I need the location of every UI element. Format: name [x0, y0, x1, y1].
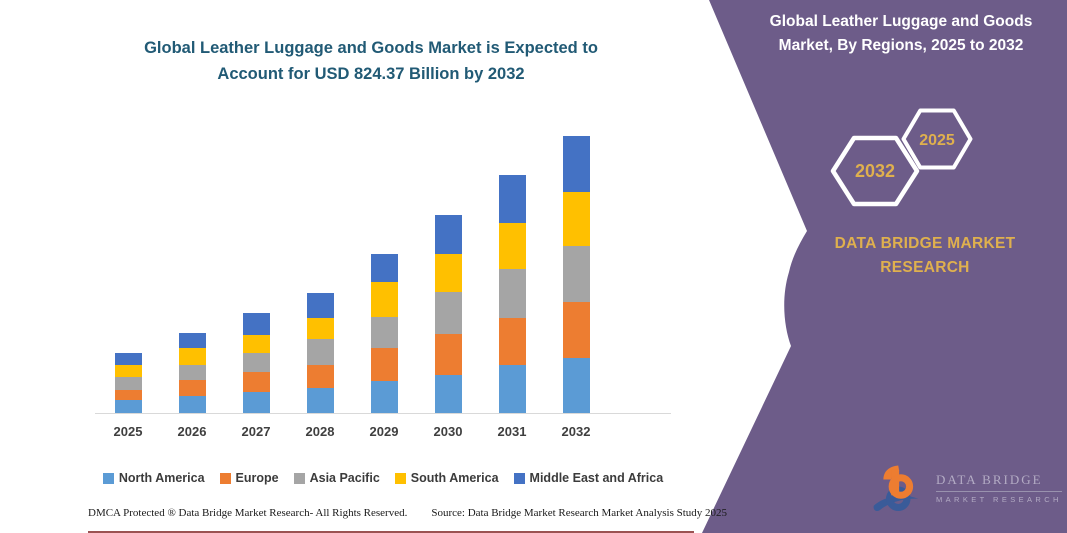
hexagon-2025 [901, 108, 973, 170]
x-axis-label-2026: 2026 [177, 424, 207, 439]
segment-south-america[interactable] [178, 347, 206, 366]
legend-item-south-america[interactable]: South America [394, 471, 499, 485]
segment-south-america[interactable] [114, 365, 142, 377]
segment-north-america[interactable] [242, 391, 270, 413]
segment-north-america[interactable] [498, 365, 526, 413]
legend-label: North America [118, 471, 205, 485]
x-axis-label-2025: 2025 [113, 424, 143, 439]
legend-label: Europe [235, 471, 279, 485]
legend-item-middle-east-and-africa[interactable]: Middle East and Africa [513, 471, 664, 485]
legend-item-asia-pacific[interactable]: Asia Pacific [293, 471, 380, 485]
segment-asia-pacific[interactable] [114, 376, 142, 391]
segment-europe[interactable] [370, 347, 398, 382]
stacked-bar-2028[interactable] [306, 293, 334, 413]
hexagon-badges: 2032 2025 [830, 108, 973, 207]
legend-marker [102, 472, 114, 484]
segment-middle-east-and-africa[interactable] [178, 333, 206, 348]
segment-middle-east-and-africa[interactable] [434, 214, 462, 255]
segment-asia-pacific[interactable] [498, 269, 526, 318]
segment-europe[interactable] [242, 372, 270, 392]
logo-wordmark: DATA BRIDGE [936, 472, 1062, 492]
stacked-bar-2025[interactable] [114, 352, 142, 413]
footer-dmca-text: DMCA Protected ® Data Bridge Market Rese… [88, 507, 408, 519]
legend-marker [394, 472, 406, 484]
footer: DMCA Protected ® Data Bridge Market Rese… [88, 507, 727, 519]
segment-middle-east-and-africa[interactable] [242, 312, 270, 336]
segment-south-america[interactable] [306, 318, 334, 340]
segment-middle-east-and-africa[interactable] [306, 293, 334, 319]
segment-europe[interactable] [434, 333, 462, 375]
segment-asia-pacific[interactable] [562, 246, 590, 302]
stacked-bar-2029[interactable] [370, 254, 398, 413]
chart-legend: North America Europe Asia Pacific South Ame… [75, 471, 691, 485]
footer-source-text: Source: Data Bridge Market Research Mark… [431, 507, 728, 519]
hexagon-2025-label: 2025 [919, 132, 955, 149]
segment-middle-east-and-africa[interactable] [562, 136, 590, 192]
segment-north-america[interactable] [306, 388, 334, 413]
segment-europe[interactable] [178, 380, 206, 396]
segment-asia-pacific[interactable] [306, 339, 334, 365]
dbmr-logo-icon [873, 465, 919, 512]
segment-asia-pacific[interactable] [434, 292, 462, 334]
stacked-bar-2031[interactable] [498, 175, 526, 413]
segment-asia-pacific[interactable] [370, 317, 398, 348]
segment-middle-east-and-africa[interactable] [114, 352, 142, 366]
purple-wedge-shape [702, 0, 1067, 533]
segment-middle-east-and-africa[interactable] [498, 175, 526, 223]
segment-north-america[interactable] [434, 374, 462, 413]
plot-area [95, 128, 671, 414]
x-axis-label-2030: 2030 [433, 424, 463, 439]
segment-south-america[interactable] [498, 222, 526, 270]
x-axis: 2025 2026 2027 2028 2029 2030 2031 2032 [95, 424, 671, 442]
logo-orange-bowl [888, 474, 914, 499]
x-axis-label-2029: 2029 [369, 424, 399, 439]
segment-asia-pacific[interactable] [242, 353, 270, 373]
bottom-red-divider [88, 531, 694, 533]
segment-north-america[interactable] [114, 400, 142, 413]
hexagon-2032-label: 2032 [855, 161, 895, 181]
brand-text: DATA BRIDGE MARKET RESEARCH [834, 235, 1016, 277]
stacked-bar-2030[interactable] [434, 214, 462, 413]
x-axis-label-2028: 2028 [305, 424, 335, 439]
segment-south-america[interactable] [370, 281, 398, 318]
x-axis-label-2032: 2032 [561, 424, 591, 439]
x-axis-label-2027: 2027 [241, 424, 271, 439]
legend-label: Middle East and Africa [529, 471, 664, 485]
logo-subtitle: MARKET RESEARCH [936, 495, 1062, 504]
segment-north-america[interactable] [562, 357, 590, 413]
hexagon-2032 [830, 135, 920, 207]
segment-north-america[interactable] [178, 395, 206, 413]
stacked-bar-2027[interactable] [242, 312, 270, 413]
legend-marker [219, 472, 231, 484]
legend-label: Asia Pacific [309, 471, 380, 485]
segment-europe[interactable] [498, 317, 526, 366]
legend-marker [293, 472, 305, 484]
segment-europe[interactable] [562, 301, 590, 358]
segment-middle-east-and-africa[interactable] [370, 254, 398, 282]
logo-text: DATA BRIDGE MARKET RESEARCH [936, 460, 1062, 504]
logo-swoosh [873, 495, 919, 512]
segment-asia-pacific[interactable] [178, 365, 206, 381]
legend-label: South America [410, 471, 499, 485]
chart-title: Global Leather Luggage and Goods Market … [144, 39, 598, 83]
dbmr-logo: DATA BRIDGE MARKET RESEARCH [872, 460, 1062, 520]
segment-north-america[interactable] [370, 381, 398, 413]
panel-heading: Global Leather Luggage and Goods Market,… [769, 13, 1033, 55]
segment-south-america[interactable] [434, 254, 462, 293]
segment-europe[interactable] [114, 390, 142, 401]
stacked-bar-2026[interactable] [178, 333, 206, 413]
legend-marker [513, 472, 525, 484]
x-axis-label-2031: 2031 [497, 424, 527, 439]
segment-south-america[interactable] [562, 191, 590, 247]
stacked-bar-2032[interactable] [562, 136, 590, 413]
legend-item-europe[interactable]: Europe [219, 471, 279, 485]
legend-item-north-america[interactable]: North America [102, 471, 205, 485]
segment-europe[interactable] [306, 364, 334, 389]
segment-south-america[interactable] [242, 335, 270, 354]
